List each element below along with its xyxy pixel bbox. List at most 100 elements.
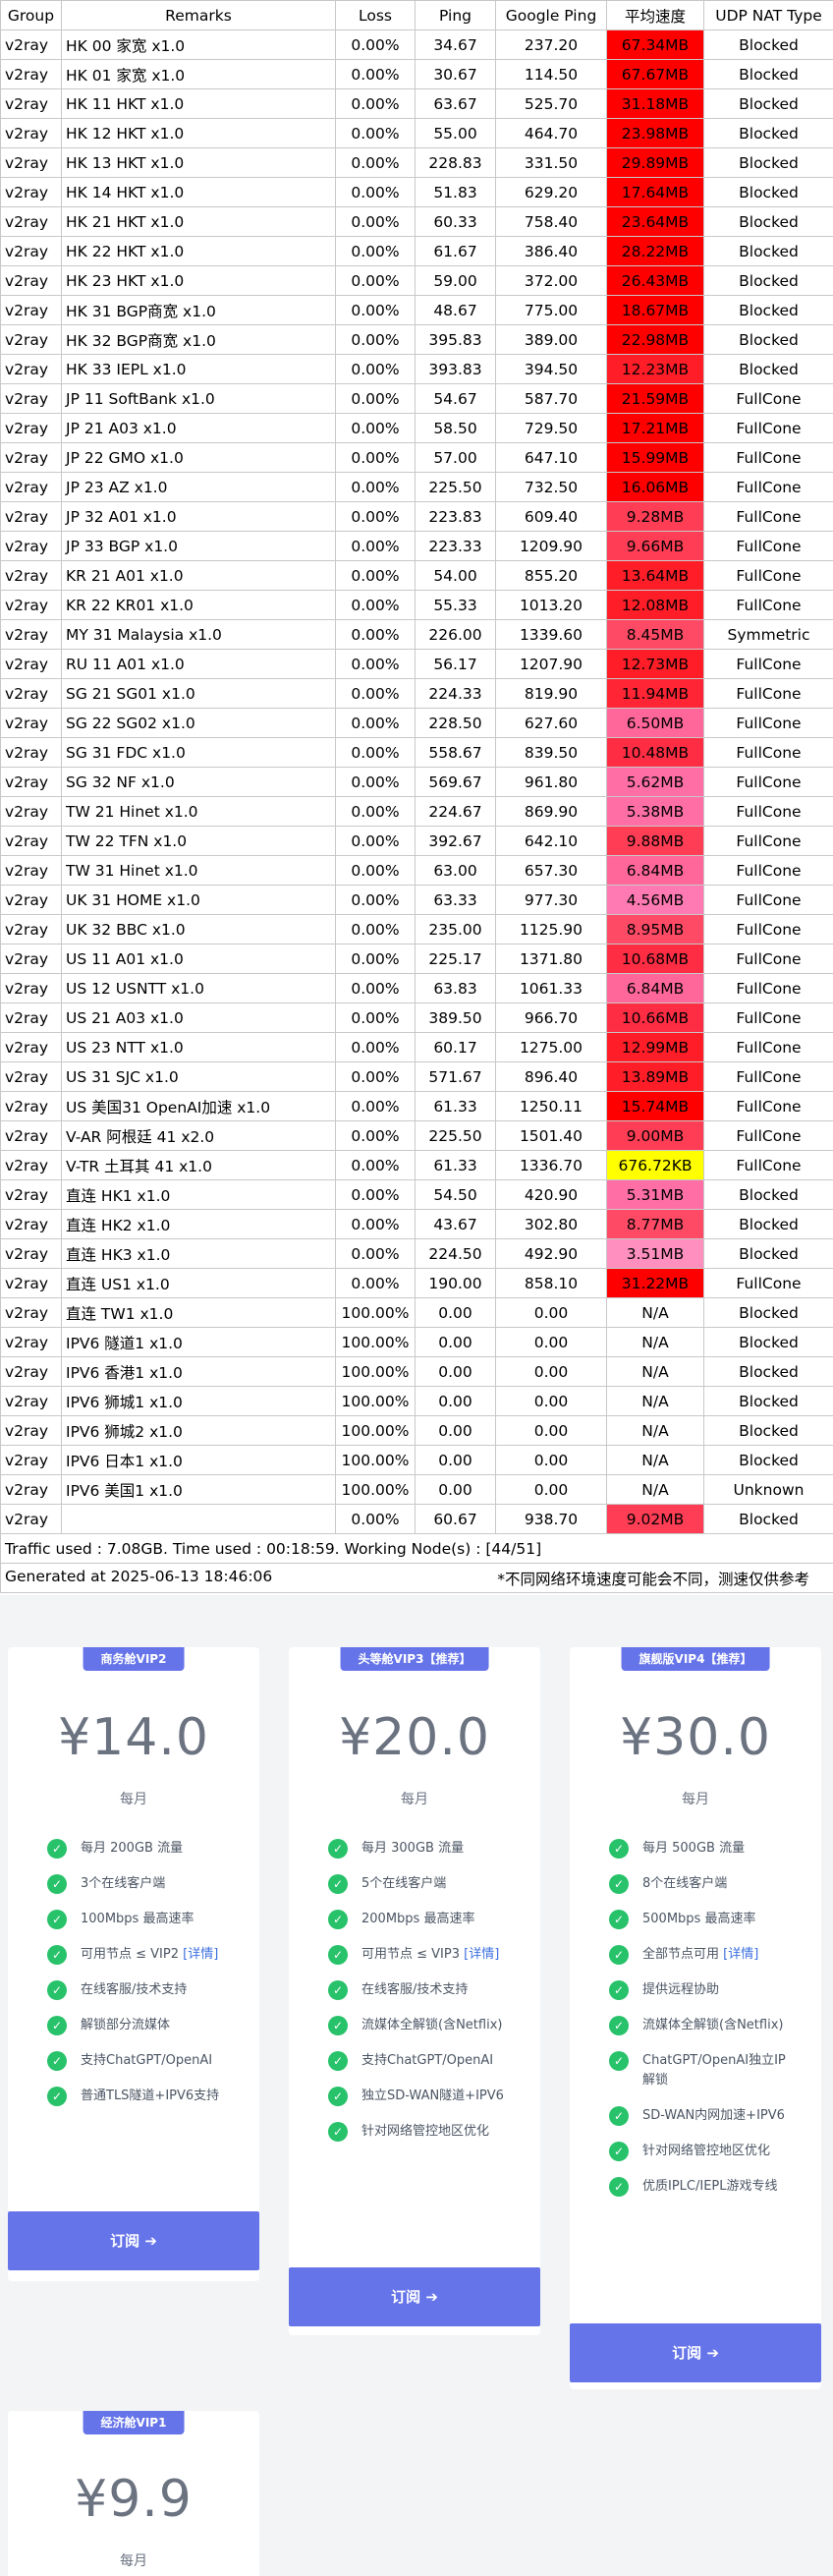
cell-udp-nat: Blocked [703,1297,833,1328]
subscribe-button-vip4[interactable]: 订阅 ➔ [570,2323,821,2382]
cell-loss: 0.00% [335,796,416,827]
cell-remarks: SG 21 SG01 x1.0 [61,678,336,709]
feature-label: 优质IPLC/IEPL游戏专线 [642,2179,778,2194]
cell-google-ping: 896.40 [495,1061,607,1092]
cell-group: v2ray [0,29,62,60]
cell-ping: 224.67 [415,796,496,827]
details-link[interactable]: [详情] [464,1947,500,1962]
cell-google-ping: 420.90 [495,1179,607,1210]
plan-feature-text: 解锁部分流媒体 [81,2016,170,2035]
cell-google-ping: 0.00 [495,1474,607,1505]
cell-ping: 0.00 [415,1327,496,1357]
cell-remarks [61,1504,336,1534]
cell-group: v2ray [0,678,62,709]
table-row: v2ray HK 31 BGP商宽 x1.0 0.00% 48.67 775.00 18.… [0,295,833,325]
cell-group: v2ray [0,206,62,237]
check-circle-icon: ✓ [47,2087,67,2106]
cell-google-ping: 732.50 [495,472,607,502]
table-row: v2ray 直连 HK3 x1.0 0.00% 224.50 492.90 3.51MB B… [0,1238,833,1269]
cell-avg-speed: 10.48MB [606,737,704,768]
cell-avg-speed: N/A [606,1445,704,1475]
cell-group: v2ray [0,973,62,1003]
cell-group: v2ray [0,324,62,355]
cell-google-ping: 0.00 [495,1297,607,1328]
header-loss: Loss [335,0,416,30]
cell-loss: 0.00% [335,619,416,650]
cell-google-ping: 464.70 [495,118,607,148]
check-circle-icon: ✓ [328,1980,348,2000]
cell-avg-speed: 22.98MB [606,324,704,355]
cell-avg-speed: 5.31MB [606,1179,704,1210]
cell-udp-nat: FullCone [703,1032,833,1062]
cell-loss: 0.00% [335,1032,416,1062]
cell-group: v2ray [0,265,62,296]
cell-google-ping: 0.00 [495,1386,607,1416]
cell-avg-speed: 31.22MB [606,1268,704,1298]
check-circle-icon: ✓ [328,1839,348,1859]
cell-google-ping: 1061.33 [495,973,607,1003]
table-row: v2ray HK 00 家宽 x1.0 0.00% 34.67 237.20 67.34M… [0,29,833,60]
plan-feature-item: ✓ 支持ChatGPT/OpenAI [328,2051,511,2071]
cell-ping: 0.00 [415,1474,496,1505]
header-remarks: Remarks [61,0,336,30]
table-row: v2ray HK 11 HKT x1.0 0.00% 63.67 525.70 31.18… [0,88,833,119]
plan-feature-item: ✓ 独立SD-WAN隧道+IPV6 [328,2087,511,2106]
cell-ping: 55.00 [415,118,496,148]
plan-feature-item: ✓ 全部节点可用 [详情] [609,1945,792,1965]
cell-google-ping: 858.10 [495,1268,607,1298]
cell-avg-speed: 3.51MB [606,1238,704,1269]
cell-ping: 395.83 [415,324,496,355]
table-row: v2ray HK 12 HKT x1.0 0.00% 55.00 464.70 23.98… [0,118,833,148]
table-row: v2ray HK 01 家宽 x1.0 0.00% 30.67 114.50 67.67M… [0,59,833,89]
cell-loss: 0.00% [335,324,416,355]
cell-ping: 224.33 [415,678,496,709]
subscribe-button-vip2[interactable]: 订阅 ➔ [8,2211,259,2270]
details-link[interactable]: [详情] [723,1947,759,1962]
table-row: v2ray MY 31 Malaysia x1.0 0.00% 226.00 1339.… [0,619,833,650]
cell-udp-nat: Blocked [703,1209,833,1239]
cell-ping: 55.33 [415,590,496,620]
cell-google-ping: 302.80 [495,1209,607,1239]
plan-feature-text: 支持ChatGPT/OpenAI [361,2051,493,2071]
table-row: v2ray JP 33 BGP x1.0 0.00% 223.33 1209.90 9.6… [0,531,833,561]
cell-remarks: RU 11 A01 x1.0 [61,649,336,679]
subscribe-button-vip3[interactable]: 订阅 ➔ [289,2267,540,2326]
cell-ping: 58.50 [415,413,496,443]
cell-avg-speed: 17.64MB [606,177,704,207]
plan-feature-text: 每月 200GB 流量 [81,1839,183,1859]
cell-udp-nat: FullCone [703,1091,833,1121]
table-row: v2ray 直连 TW1 x1.0 100.00% 0.00 0.00 N/A Blocke… [0,1297,833,1328]
cell-remarks: US 美国31 OpenAI加速 x1.0 [61,1091,336,1121]
cell-remarks: KR 22 KR01 x1.0 [61,590,336,620]
cell-group: v2ray [0,1091,62,1121]
cell-group: v2ray [0,826,62,856]
cell-group: v2ray [0,1120,62,1151]
feature-label: 流媒体全解锁(含Netflix) [361,2018,503,2032]
cell-loss: 0.00% [335,1209,416,1239]
plan-feature-text: 每月 300GB 流量 [361,1839,464,1859]
cell-ping: 571.67 [415,1061,496,1092]
feature-label: 100Mbps 最高速率 [81,1912,194,1926]
cell-remarks: HK 13 HKT x1.0 [61,147,336,178]
plan-feature-text: 流媒体全解锁(含Netflix) [642,2016,783,2035]
cell-remarks: UK 32 BBC x1.0 [61,914,336,945]
plan-feature-text: 100Mbps 最高速率 [81,1910,194,1929]
plan-period: 每月 [682,1792,709,1807]
cell-loss: 0.00% [335,973,416,1003]
cell-remarks: US 21 A03 x1.0 [61,1002,336,1033]
cell-avg-speed: 9.02MB [606,1504,704,1534]
cell-ping: 235.00 [415,914,496,945]
cell-udp-nat: Blocked [703,1445,833,1475]
cell-remarks: JP 11 SoftBank x1.0 [61,383,336,414]
details-link[interactable]: [详情] [183,1947,219,1962]
table-row: v2ray TW 31 Hinet x1.0 0.00% 63.00 657.30 6.8… [0,855,833,886]
table-row: v2ray IPV6 美国1 x1.0 100.00% 0.00 0.00 N/A Unkn… [0,1474,833,1505]
check-circle-icon: ✓ [609,2016,629,2035]
check-circle-icon: ✓ [609,1910,629,1929]
plan-feature-text: 普通TLS隧道+IPV6支持 [81,2087,219,2106]
cell-group: v2ray [0,560,62,591]
check-circle-icon: ✓ [328,1874,348,1894]
plan-feature-text: 500Mbps 最高速率 [642,1910,755,1929]
table-row: v2ray KR 21 A01 x1.0 0.00% 54.00 855.20 13.64… [0,560,833,591]
plan-badge: 经济舱VIP1 [83,2411,185,2434]
